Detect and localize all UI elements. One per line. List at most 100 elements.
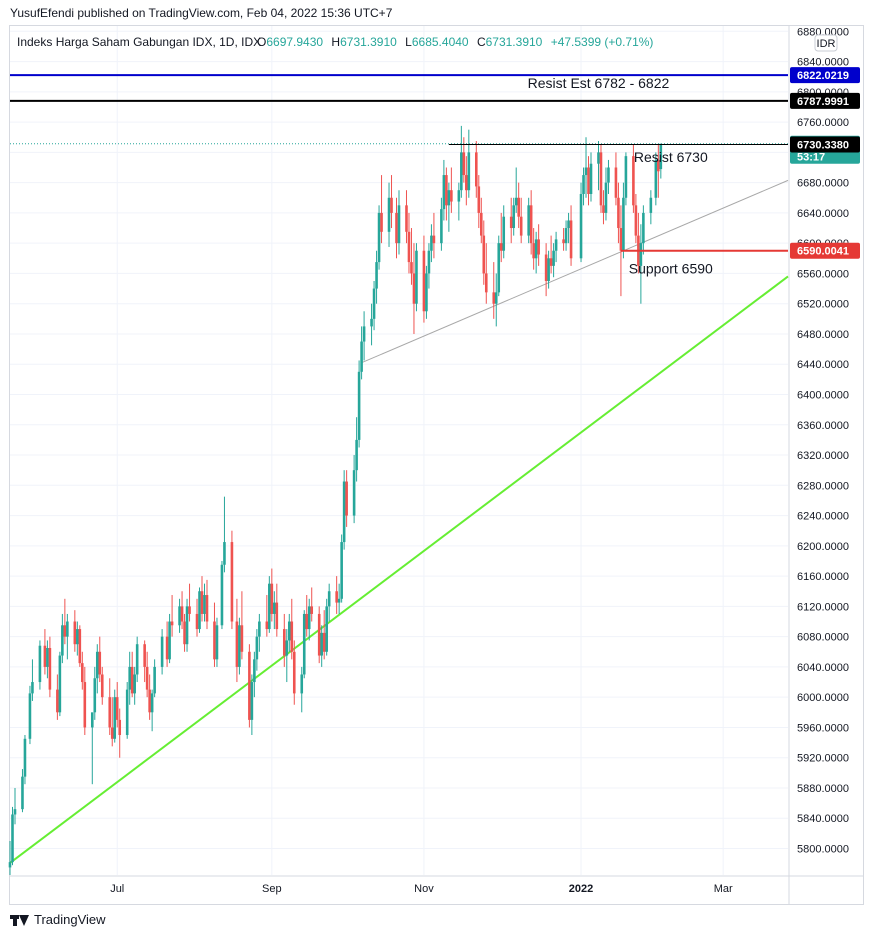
candle [532, 228, 535, 270]
candle [599, 144, 603, 213]
candle [73, 610, 77, 652]
footer-brand: TradingView [34, 912, 106, 927]
candle-body [248, 651, 251, 720]
candle-body [325, 606, 328, 652]
candle [494, 273, 498, 327]
candle [325, 598, 328, 656]
candle-body [148, 689, 151, 713]
candle-body [589, 163, 593, 194]
candle [430, 224, 433, 263]
candle-body [215, 625, 219, 660]
candle [118, 708, 122, 758]
candle [250, 674, 254, 736]
candle [342, 470, 346, 550]
candle-body [532, 243, 535, 259]
candle [76, 621, 79, 656]
candle [460, 125, 463, 198]
candle-body [564, 228, 568, 244]
candle-body [494, 292, 498, 304]
candle [534, 231, 538, 274]
candle-body [362, 326, 366, 342]
candle [370, 303, 373, 346]
candle [465, 156, 468, 206]
legend-close-label: C [477, 35, 486, 49]
candle-body [477, 186, 481, 213]
candle [415, 243, 418, 312]
candle [442, 159, 446, 221]
candle [23, 735, 27, 785]
candle-body [512, 205, 516, 229]
horizontal-lines [10, 74, 788, 252]
candle [90, 712, 94, 785]
candle [519, 197, 523, 244]
candle-body [165, 636, 169, 660]
candle-body [8, 862, 12, 868]
candle-body [465, 175, 468, 191]
trend-line-uptrend [9, 275, 789, 864]
candle [188, 583, 191, 622]
candle-body [258, 621, 261, 637]
candle [562, 228, 565, 251]
candle-body [31, 682, 34, 694]
candle-body [462, 152, 466, 176]
candle [372, 281, 376, 331]
candle [617, 182, 620, 244]
candle-body [90, 712, 94, 728]
price-tag-label: 6822.0219 [797, 70, 849, 82]
candle-body [220, 564, 224, 626]
candle-body [118, 719, 122, 736]
y-tick-label: 6120.0000 [797, 601, 849, 613]
footer[interactable]: TradingView [10, 912, 106, 927]
candle-body [654, 159, 658, 198]
y-tick-label: 6480.0000 [797, 329, 849, 341]
y-tick-label: 6360.0000 [797, 420, 849, 432]
candle-body [440, 209, 443, 244]
candle [61, 613, 64, 664]
y-tick-label: 6560.0000 [797, 268, 849, 280]
candle-body [552, 250, 555, 266]
candle [579, 182, 583, 263]
candle [150, 689, 154, 732]
candle [115, 682, 119, 728]
candle [517, 182, 520, 229]
candle-body [63, 625, 67, 637]
candle [549, 235, 553, 274]
candle [145, 651, 149, 698]
candle-body [185, 606, 189, 645]
candle [317, 606, 321, 664]
candle-body [380, 212, 383, 232]
candle-body [317, 613, 321, 656]
candle-body [285, 640, 289, 656]
candle-body [460, 152, 463, 191]
price-tag: 6787.9991 [790, 92, 860, 109]
candle-body [320, 632, 323, 656]
candle-body [482, 235, 486, 274]
candle-body [619, 228, 623, 251]
candle [292, 640, 296, 705]
candle-body [195, 613, 199, 630]
candle [502, 205, 506, 259]
candle-body [360, 341, 363, 372]
annotation-label: Resist 6730 [634, 149, 708, 165]
x-tick-label: Sep [262, 883, 282, 895]
candle-body [130, 666, 134, 694]
candle [352, 455, 356, 524]
candle [387, 182, 391, 247]
candle-body [502, 216, 506, 251]
candle-body [183, 621, 186, 645]
candle [607, 159, 610, 194]
candle [445, 167, 448, 221]
candle-body [622, 197, 625, 251]
candle-body [355, 439, 358, 471]
x-tick-label: Jul [110, 883, 124, 895]
candle [649, 190, 653, 225]
candle-body [342, 481, 346, 543]
currency-badge[interactable]: IDR [814, 34, 838, 52]
candle-body [335, 591, 338, 603]
candle [180, 591, 184, 630]
candle [412, 243, 416, 334]
candle [81, 651, 84, 690]
candle-body [300, 674, 304, 694]
candle [113, 689, 117, 743]
